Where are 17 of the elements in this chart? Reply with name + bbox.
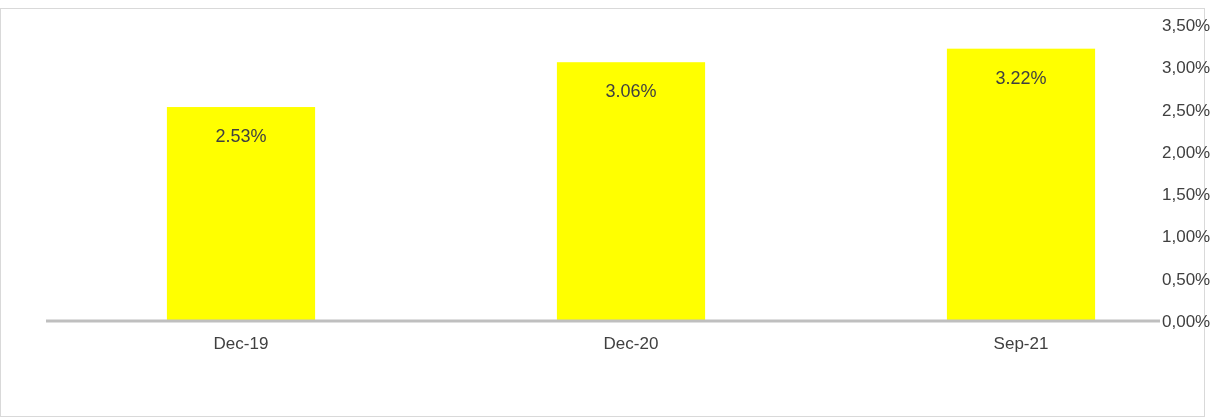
y-tick-label: 3,50% [1162, 15, 1210, 35]
bar [166, 107, 316, 321]
y-tick-label: 2,50% [1162, 100, 1210, 120]
y-tick-label: 0,00% [1162, 311, 1210, 331]
y-tick-label: 0,50% [1162, 269, 1210, 289]
bar [556, 62, 706, 321]
y-tick-label: 1,50% [1162, 185, 1210, 205]
y-tick-label: 1,00% [1162, 227, 1210, 247]
data-label: 3.06% [605, 81, 657, 102]
bar [946, 48, 1096, 321]
data-label: 3.22% [995, 67, 1047, 88]
x-tick-label: Dec-20 [603, 334, 659, 354]
y-tick-label: 2,00% [1162, 142, 1210, 162]
data-label: 2.53% [215, 126, 267, 147]
x-tick-label: Dec-19 [213, 334, 269, 354]
y-tick-label: 3,00% [1162, 58, 1210, 78]
x-tick-label: Sep-21 [993, 334, 1049, 354]
